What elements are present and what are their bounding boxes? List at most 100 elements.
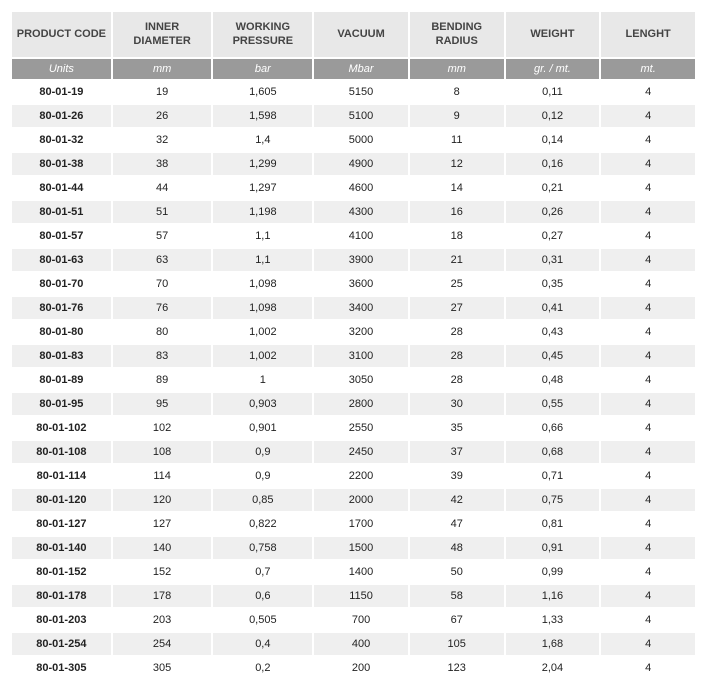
value-cell: 3100 [313, 344, 409, 368]
value-cell: 2550 [313, 416, 409, 440]
value-cell: 0,31 [505, 248, 601, 272]
value-cell: 1,002 [212, 344, 313, 368]
product-code-cell: 80-01-178 [11, 584, 112, 608]
product-code-cell: 80-01-80 [11, 320, 112, 344]
value-cell: 4 [600, 248, 696, 272]
product-code-cell: 80-01-108 [11, 440, 112, 464]
value-cell: 4 [600, 632, 696, 656]
value-cell: 1,198 [212, 200, 313, 224]
value-cell: 0,26 [505, 200, 601, 224]
column-unit: Mbar [313, 58, 409, 80]
table-row: 80-01-1271270,8221700470,814 [11, 512, 696, 536]
value-cell: 1700 [313, 512, 409, 536]
value-cell: 4 [600, 224, 696, 248]
value-cell: 127 [112, 512, 213, 536]
value-cell: 47 [409, 512, 505, 536]
value-cell: 1,598 [212, 104, 313, 128]
value-cell: 4 [600, 464, 696, 488]
value-cell: 0,7 [212, 560, 313, 584]
value-cell: 28 [409, 368, 505, 392]
table-row: 80-01-898913050280,484 [11, 368, 696, 392]
value-cell: 4 [600, 656, 696, 680]
value-cell: 0,2 [212, 656, 313, 680]
value-cell: 0,48 [505, 368, 601, 392]
table-row: 80-01-95950,9032800300,554 [11, 392, 696, 416]
value-cell: 50 [409, 560, 505, 584]
value-cell: 0,9 [212, 464, 313, 488]
value-cell: 70 [112, 272, 213, 296]
column-header: LENGHT [600, 11, 696, 58]
product-code-cell: 80-01-63 [11, 248, 112, 272]
value-cell: 0,68 [505, 440, 601, 464]
value-cell: 58 [409, 584, 505, 608]
value-cell: 4 [600, 416, 696, 440]
value-cell: 42 [409, 488, 505, 512]
table-row: 80-01-1521520,71400500,994 [11, 560, 696, 584]
table-row: 80-01-1141140,92200390,714 [11, 464, 696, 488]
product-code-cell: 80-01-70 [11, 272, 112, 296]
value-cell: 4 [600, 152, 696, 176]
value-cell: 95 [112, 392, 213, 416]
value-cell: 0,16 [505, 152, 601, 176]
column-header: VACUUM [313, 11, 409, 58]
product-code-cell: 80-01-38 [11, 152, 112, 176]
column-header: WEIGHT [505, 11, 601, 58]
value-cell: 2800 [313, 392, 409, 416]
value-cell: 25 [409, 272, 505, 296]
value-cell: 0,822 [212, 512, 313, 536]
value-cell: 4600 [313, 176, 409, 200]
product-code-cell: 80-01-140 [11, 536, 112, 560]
value-cell: 0,505 [212, 608, 313, 632]
value-cell: 83 [112, 344, 213, 368]
product-code-cell: 80-01-32 [11, 128, 112, 152]
value-cell: 1,605 [212, 80, 313, 104]
table-row: 80-01-38381,2994900120,164 [11, 152, 696, 176]
value-cell: 0,45 [505, 344, 601, 368]
value-cell: 2200 [313, 464, 409, 488]
product-code-cell: 80-01-57 [11, 224, 112, 248]
value-cell: 0,27 [505, 224, 601, 248]
value-cell: 11 [409, 128, 505, 152]
value-cell: 0,35 [505, 272, 601, 296]
value-cell: 4 [600, 584, 696, 608]
column-unit: mm [112, 58, 213, 80]
table-row: 80-01-70701,0983600250,354 [11, 272, 696, 296]
value-cell: 38 [112, 152, 213, 176]
value-cell: 0,12 [505, 104, 601, 128]
value-cell: 5000 [313, 128, 409, 152]
value-cell: 0,66 [505, 416, 601, 440]
table-row: 80-01-63631,13900210,314 [11, 248, 696, 272]
product-spec-table: PRODUCT CODEINNER DIAMETERWORKING PRESSU… [10, 10, 697, 681]
table-row: 80-01-1201200,852000420,754 [11, 488, 696, 512]
value-cell: 3600 [313, 272, 409, 296]
value-cell: 63 [112, 248, 213, 272]
value-cell: 114 [112, 464, 213, 488]
value-cell: 0,75 [505, 488, 601, 512]
value-cell: 1500 [313, 536, 409, 560]
value-cell: 1,297 [212, 176, 313, 200]
value-cell: 1,299 [212, 152, 313, 176]
value-cell: 1 [212, 368, 313, 392]
table-row: 80-01-83831,0023100280,454 [11, 344, 696, 368]
table-row: 80-01-32321,45000110,144 [11, 128, 696, 152]
value-cell: 16 [409, 200, 505, 224]
product-code-cell: 80-01-89 [11, 368, 112, 392]
column-header: BENDING RADIUS [409, 11, 505, 58]
value-cell: 57 [112, 224, 213, 248]
value-cell: 203 [112, 608, 213, 632]
value-cell: 3900 [313, 248, 409, 272]
column-unit: mm [409, 58, 505, 80]
value-cell: 1,16 [505, 584, 601, 608]
value-cell: 0,6 [212, 584, 313, 608]
value-cell: 0,901 [212, 416, 313, 440]
table-row: 80-01-2542540,44001051,684 [11, 632, 696, 656]
value-cell: 4 [600, 296, 696, 320]
value-cell: 35 [409, 416, 505, 440]
value-cell: 0,85 [212, 488, 313, 512]
value-cell: 51 [112, 200, 213, 224]
value-cell: 2,04 [505, 656, 601, 680]
product-code-cell: 80-01-152 [11, 560, 112, 584]
value-cell: 3400 [313, 296, 409, 320]
product-code-cell: 80-01-120 [11, 488, 112, 512]
value-cell: 0,903 [212, 392, 313, 416]
